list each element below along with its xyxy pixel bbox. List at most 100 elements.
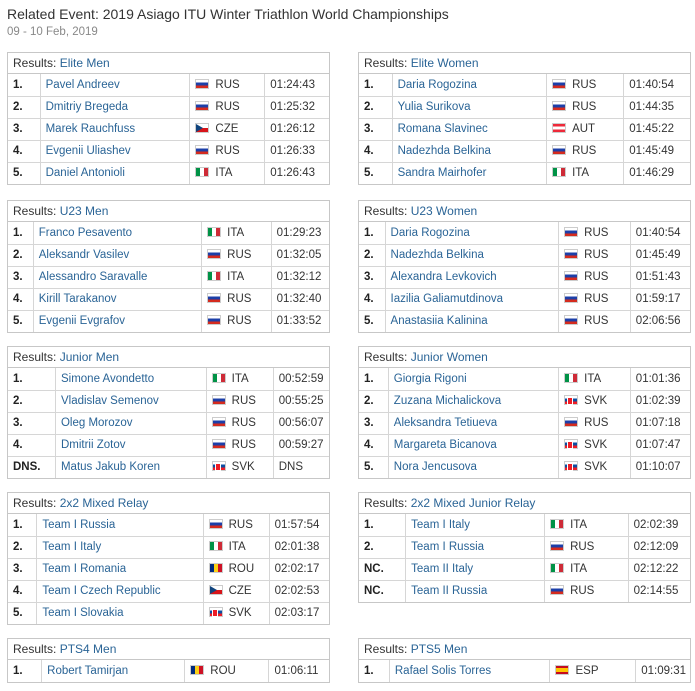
event-link[interactable]: 2x2 Mixed Junior Relay [410,496,536,510]
athlete-name-link[interactable]: Aleksandr Vasilev [33,244,203,267]
athlete-name-link[interactable]: Matus Jakub Koren [55,456,207,478]
table-row: 4. Dmitrii Zotov RUS 00:59:27 [8,434,329,457]
results-panel-mixed-junior-relay: Results: 2x2 Mixed Junior Relay 1. Team I … [358,492,691,603]
table-row: 4. Team I Czech Republic CZE 02:02:53 [8,580,329,603]
athlete-name-link[interactable]: Simone Avondetto [55,368,207,391]
athlete-name-link[interactable]: Evgenii Uliashev [40,140,191,163]
athlete-name-link[interactable]: Iazilia Galiamutdinova [385,288,560,311]
flag-icon [564,417,579,427]
table-row: 5. Evgenii Evgrafov RUS 01:33:52 [8,310,329,332]
event-link[interactable]: 2x2 Mixed Relay [59,496,149,510]
event-link[interactable]: Elite Men [59,56,110,70]
athlete-name-link[interactable]: Nadezhda Belkina [385,244,560,267]
rank-cell: NC. [359,558,407,581]
flag-icon [195,145,210,155]
event-link[interactable]: Elite Women [410,56,479,70]
rank-cell: 1. [359,74,393,97]
athlete-name-link[interactable]: Team II Russia [405,580,546,602]
athlete-name-link[interactable]: Zuzana Michalickova [388,390,560,413]
athlete-name-link[interactable]: Rafael Solis Torres [389,660,551,682]
athlete-name-link[interactable]: Team II Italy [405,558,546,581]
table-row: NC. Team II Russia RUS 02:14:55 [359,580,690,602]
athlete-name-link[interactable]: Team I Italy [405,514,546,537]
event-link[interactable]: U23 Women [410,204,478,218]
result-time-cell: 01:32:40 [271,288,329,311]
athlete-name-link[interactable]: Anastasiia Kalinina [385,310,560,332]
athlete-name-link[interactable]: Dmitriy Bregeda [40,96,191,119]
table-row: 2. Nadezhda Belkina RUS 01:45:49 [359,244,690,267]
rank-cell: 2. [359,244,386,267]
athlete-name-link[interactable]: Daniel Antonioli [40,162,191,184]
athlete-name-link[interactable]: Team I Russia [405,536,546,559]
flag-icon [552,123,567,133]
country-cell: RUS [206,390,274,413]
athlete-name-link[interactable]: Evgenii Evgrafov [33,310,203,332]
athlete-name-link[interactable]: Yulia Surikova [392,96,548,119]
rank-cell: 4. [8,580,38,603]
table-row: 2. Yulia Surikova RUS 01:44:35 [359,96,690,119]
athlete-name-link[interactable]: Margareta Bicanova [388,434,560,457]
event-link[interactable]: Junior Men [59,350,120,364]
athlete-name-link[interactable]: Dmitrii Zotov [55,434,207,457]
result-time-cell: 02:03:17 [274,607,320,620]
event-link[interactable]: U23 Men [59,204,109,218]
athlete-name-link[interactable]: Giorgia Rigoni [388,368,560,391]
athlete-name-link[interactable]: Franco Pesavento [33,222,203,245]
flag-icon [550,518,565,529]
athlete-name-link[interactable]: Team I Italy [36,536,204,559]
athlete-name-link[interactable]: Aleksandra Tetiueva [388,412,560,435]
rank-cell: 1. [359,368,389,391]
country-code: RUS [584,315,609,328]
country-code: RUS [231,417,256,429]
athlete-name-link[interactable]: Nora Jencusova [388,456,560,478]
athlete-name-link[interactable]: Team I Russia [36,514,204,537]
event-link[interactable]: Junior Women [410,350,488,364]
result-time-cell: 01:57:54 [269,514,329,537]
country-cell: SVK [558,434,631,457]
flag-icon [211,372,226,383]
flag-icon [208,541,223,551]
country-cell: RUS [558,288,631,311]
flag-icon [552,78,567,89]
athlete-name-link[interactable]: Romana Slavinec [392,118,548,141]
athlete-name-link[interactable]: Sandra Mairhofer [392,162,548,184]
rank-cell: 1. [8,74,41,97]
table-row: 2. Team I Italy ITA 02:01:38 [8,536,329,559]
athlete-name-link[interactable]: Team I Romania [36,558,204,581]
country-code: SVK [584,439,608,451]
country-cell: RUS [558,244,631,267]
panel-title: Results: U23 Men [8,201,329,222]
athlete-name-link[interactable]: Team I Slovakia [36,602,204,624]
country-code: AUT [572,123,596,135]
athlete-name-link[interactable]: Team I Czech Republic [36,580,204,603]
country-code: RUS [215,101,240,113]
athlete-name-link[interactable]: Daria Rogozina [385,222,560,245]
rank-cell: 2. [8,244,34,267]
athlete-name-link[interactable]: Kirill Tarakanov [33,288,203,311]
athlete-name-link[interactable]: Alexandra Levkovich [385,266,560,289]
country-cell: RUS [544,536,629,559]
table-row: 1. Team I Russia RUS 01:57:54 [8,514,329,537]
table-row: 3. Romana Slavinec AUT 01:45:22 [359,118,690,141]
country-code: RUS [228,518,253,531]
athlete-name-link[interactable]: Vladislav Semenov [55,390,207,413]
result-time-cell: 02:06:56 [635,315,681,328]
result-time-cell: 02:12:09 [628,536,690,559]
table-row: 1. Rafael Solis Torres ESP 01:09:31 [359,660,690,682]
table-row: 5. Team I Slovakia SVK 02:03:17 [8,602,329,624]
flag-icon [552,101,567,111]
athlete-name-link[interactable]: Alessandro Saravalle [33,266,203,289]
athlete-name-link[interactable]: Robert Tamirjan [41,660,186,682]
athlete-name-link[interactable]: Daria Rogozina [392,74,548,97]
country-cell: ITA [206,368,274,391]
event-link[interactable]: PTS4 Men [59,642,117,656]
athlete-name-link[interactable]: Marek Rauchfuss [40,118,191,141]
event-link[interactable]: PTS5 Men [410,642,468,656]
flag-icon [564,293,579,303]
athlete-name-link[interactable]: Oleg Morozov [55,412,207,435]
athlete-name-link[interactable]: Pavel Andreev [40,74,191,97]
result-time-cell: 01:40:54 [630,222,690,245]
athlete-name-link[interactable]: Nadezhda Belkina [392,140,548,163]
result-time-cell: 01:44:35 [623,96,690,119]
results-panel-elite-men: Results: Elite Men 1. Pavel Andreev RUS 01:2… [7,52,330,185]
